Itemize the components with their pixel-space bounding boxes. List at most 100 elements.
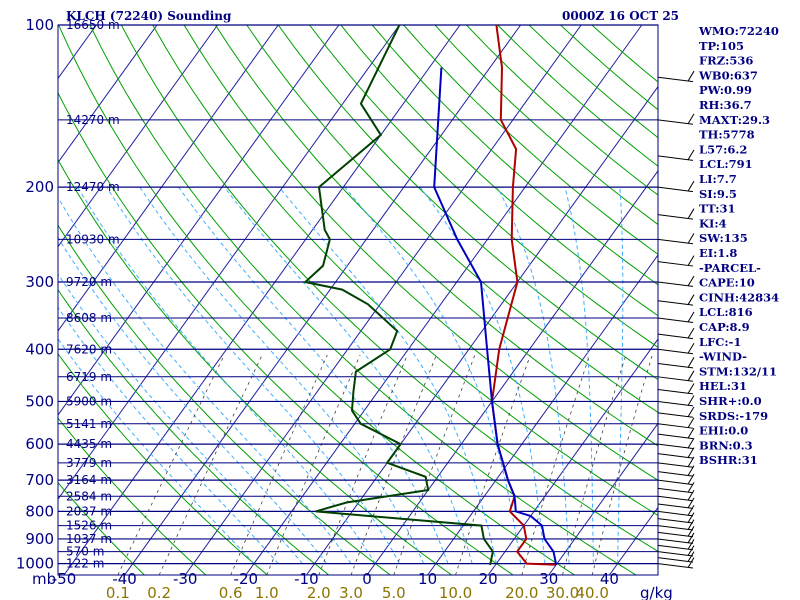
dry-adiabat bbox=[309, 25, 658, 348]
stability-indices-panel: WMO:72240TP:105FRZ:536WB0:637PW:0.99RH:3… bbox=[698, 24, 779, 467]
parcel-profile bbox=[433, 67, 558, 566]
mixing-ratio-line bbox=[350, 354, 437, 575]
mixing-ratio-line bbox=[318, 354, 408, 575]
isotherm bbox=[427, 254, 658, 575]
height-label: 4435 m bbox=[66, 437, 112, 451]
mixing-ratio-line bbox=[266, 354, 361, 575]
moist-adiabat bbox=[278, 186, 497, 564]
height-label: 14270 m bbox=[66, 113, 120, 127]
wind-barb bbox=[657, 255, 695, 267]
index-entry: LCL:816 bbox=[699, 305, 753, 319]
index-entry: STM:132/11 bbox=[699, 364, 777, 378]
wind-barb bbox=[657, 539, 695, 551]
index-entry: CAPE:10 bbox=[699, 276, 755, 290]
isotherm bbox=[548, 422, 658, 575]
index-entry: SW:135 bbox=[699, 231, 748, 245]
index-entry: -PARCEL- bbox=[699, 261, 761, 275]
pressure-tick-label: 200 bbox=[25, 178, 54, 196]
height-label: 570 m bbox=[66, 545, 104, 559]
index-entry: SRDS:-179 bbox=[699, 409, 768, 423]
mixing-ratio-label: 0.2 bbox=[147, 584, 171, 600]
index-entry: PW:0.99 bbox=[699, 83, 752, 97]
isotherm bbox=[58, 25, 219, 248]
wind-barb bbox=[657, 343, 695, 355]
wind-barb bbox=[657, 545, 695, 557]
wind-barb bbox=[657, 383, 695, 395]
mixing-ratio-label: 10.0 bbox=[439, 584, 472, 600]
height-label: 122 m bbox=[66, 557, 104, 571]
wind-barbs bbox=[657, 70, 695, 569]
index-entry: EHI:0.0 bbox=[699, 424, 748, 438]
mixing-ratio-label: 0.6 bbox=[219, 584, 243, 600]
wind-barb bbox=[657, 70, 695, 83]
mixing-ratio-line bbox=[521, 354, 590, 575]
temperature-tick-labels: -50 -40 -30 -20 -10 0 10 20 30 40 bbox=[52, 570, 619, 588]
index-entry: WB0:637 bbox=[698, 68, 758, 82]
index-entry: -WIND- bbox=[699, 350, 747, 364]
wind-barb bbox=[657, 275, 695, 287]
isotherm bbox=[124, 25, 522, 575]
mixing-ratio-line bbox=[230, 354, 328, 575]
gkg-axis-label: g/kg bbox=[640, 584, 673, 600]
index-entry: CAP:8.9 bbox=[699, 320, 750, 334]
wind-barb bbox=[657, 497, 695, 509]
index-entry: SI:9.5 bbox=[699, 187, 737, 201]
wind-barb bbox=[657, 327, 695, 340]
index-entry: WMO:72240 bbox=[698, 24, 779, 38]
wind-barb bbox=[657, 233, 695, 245]
height-label: 9720 m bbox=[66, 275, 112, 289]
temperature-tick-label: 10 bbox=[418, 570, 437, 588]
sounding-profiles bbox=[303, 25, 558, 566]
mb-axis-label: mb bbox=[32, 570, 56, 588]
isotherm bbox=[487, 338, 658, 575]
wind-barb bbox=[657, 180, 695, 193]
wind-barb bbox=[657, 427, 695, 440]
dry-adiabat bbox=[277, 25, 658, 381]
wind-barb bbox=[657, 456, 695, 468]
pressure-tick-label: 300 bbox=[25, 273, 54, 291]
pressure-tick-label: 100 bbox=[25, 16, 54, 34]
height-label: 10930 m bbox=[66, 232, 120, 246]
mixing-ratio-label: 5.0 bbox=[382, 584, 406, 600]
index-entry: BSHR:31 bbox=[699, 453, 758, 467]
index-entry: L57:6.2 bbox=[699, 142, 747, 156]
moist-adiabat bbox=[344, 186, 522, 564]
wind-barb bbox=[657, 311, 695, 323]
mixing-ratio-label: 40.0 bbox=[576, 584, 609, 600]
wind-barb bbox=[657, 395, 695, 407]
height-label: 3779 m bbox=[66, 456, 112, 470]
moist-adiabat bbox=[617, 187, 624, 564]
mixing-ratio-label: 30.0 bbox=[546, 584, 579, 600]
height-label: 2037 m bbox=[66, 504, 112, 518]
wind-barb bbox=[657, 406, 695, 418]
wind-barb bbox=[657, 551, 695, 563]
wind-barb bbox=[657, 519, 695, 531]
index-entry: EI:1.8 bbox=[699, 246, 737, 260]
index-entry: TP:105 bbox=[699, 39, 744, 53]
temperature-tick-label: -50 bbox=[52, 570, 77, 588]
height-label: 7620 m bbox=[66, 342, 112, 356]
height-label: 5900 m bbox=[66, 394, 112, 408]
isobar-lines bbox=[57, 24, 659, 576]
dry-adiabat bbox=[58, 481, 145, 575]
wind-barb bbox=[657, 482, 695, 494]
pressure-tick-label: 1000 bbox=[16, 555, 54, 573]
dry-adiabat bbox=[58, 158, 452, 575]
height-labels: 16650 m 14270 m 12470 m 10930 m 9720 m 8608 m… bbox=[66, 18, 120, 571]
mixing-ratio-line bbox=[117, 354, 225, 575]
isotherm bbox=[58, 25, 279, 332]
isotherm bbox=[58, 25, 158, 164]
dry-adiabat bbox=[58, 91, 514, 575]
index-entry: TT:31 bbox=[699, 202, 736, 216]
sounding-time: 0000Z 16 OCT 25 bbox=[562, 9, 679, 23]
pressure-tick-label: 600 bbox=[25, 435, 54, 453]
isotherm bbox=[184, 25, 582, 575]
mixing-ratio-label: 20.0 bbox=[505, 584, 538, 600]
wind-barb bbox=[657, 149, 695, 161]
mixing-ratio-label: 1.0 bbox=[255, 584, 279, 600]
mixing-ratio-line bbox=[158, 354, 263, 575]
wind-barb bbox=[657, 465, 695, 477]
height-label: 1526 m bbox=[66, 519, 112, 533]
station-title: KLCH (72240) Sounding bbox=[66, 9, 232, 23]
